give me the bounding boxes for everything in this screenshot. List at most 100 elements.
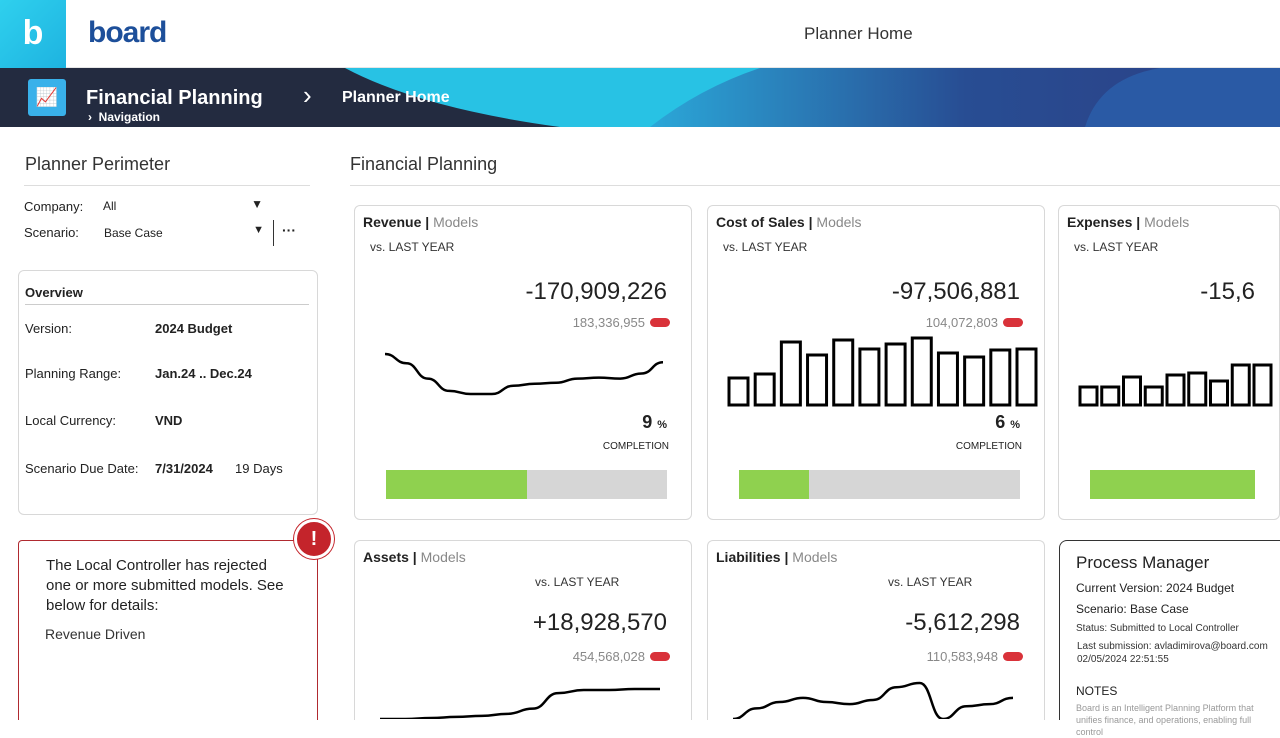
page-title: Planner Home — [804, 24, 913, 43]
company-label: Company: — [24, 199, 84, 214]
bar-mark — [1100, 385, 1121, 407]
bar-mark — [1230, 363, 1251, 407]
kpi-value: -97,506,881 — [891, 278, 1020, 305]
bar-mark — [1143, 385, 1164, 407]
sparkline-chart — [380, 687, 660, 719]
process-title: Process Manager — [1076, 553, 1210, 572]
currency-value: VND — [155, 413, 183, 428]
progress-fill — [739, 470, 810, 499]
navigation-link[interactable]: › Navigation — [88, 110, 160, 124]
completion-label: COMPLETION — [602, 441, 669, 452]
models-link[interactable]: Models — [420, 549, 466, 565]
completion-progress-bar — [739, 470, 1020, 499]
dropdown-arrow-icon: ▼ — [251, 197, 263, 211]
bar-mark — [910, 336, 933, 407]
comparison-label: vs. LAST YEAR — [723, 240, 808, 254]
bar-mark — [884, 342, 907, 407]
kpi-card-cost-of-sales[interactable]: Cost of Sales | Models vs. LAST YEAR -97… — [707, 205, 1045, 520]
progress-fill — [1090, 470, 1255, 499]
rejected-model-link[interactable]: Revenue Driven — [45, 626, 146, 642]
prior-year-value: 110,583,948 — [926, 649, 998, 664]
company-select[interactable]: All ▼ — [103, 197, 263, 213]
models-link[interactable]: Models — [792, 549, 838, 565]
variance-indicator — [650, 652, 670, 661]
models-link[interactable]: Models — [1144, 214, 1190, 230]
main-title: Financial Planning — [350, 154, 498, 174]
scenario-label: Scenario: — [24, 225, 79, 240]
completion-progress-bar — [1090, 470, 1255, 499]
kpi-value: -15,6 — [1200, 278, 1255, 305]
kpi-title: Expenses | Models — [1067, 214, 1190, 230]
bar-mark — [989, 348, 1012, 407]
progress-fill — [386, 470, 527, 499]
kpi-title: Liabilities | Models — [716, 549, 838, 565]
comparison-label: vs. LAST YEAR — [370, 240, 455, 254]
banner-decoration — [345, 68, 1280, 127]
completion-label: COMPLETION — [955, 441, 1022, 452]
chevron-right-icon: › — [303, 80, 312, 110]
completion-progress-bar — [386, 470, 667, 499]
sparkline-chart — [1078, 363, 1273, 407]
days-remaining: 19 Days — [235, 461, 283, 476]
kpi-card-liabilities[interactable]: Liabilities | Models vs. LAST YEAR -5,61… — [707, 540, 1045, 720]
range-value: Jan.24 .. Dec.24 — [155, 366, 252, 381]
bar-mark — [1252, 363, 1273, 407]
process-version: Current Version: 2024 Budget — [1076, 581, 1235, 595]
chevron-right-icon: › — [88, 110, 99, 124]
breadcrumb-current: Planner Home — [342, 89, 450, 106]
overview-title: Overview — [25, 285, 83, 300]
alert-message: The Local Controller has rejected one or… — [46, 557, 284, 614]
sparkline-chart — [732, 681, 1014, 719]
overview-card: Overview Version: 2024 Budget Planning R… — [18, 270, 318, 515]
comparison-label: vs. LAST YEAR — [1074, 240, 1159, 254]
process-scenario: Scenario: Base Case — [1076, 602, 1189, 616]
completion-percent: 9 % — [642, 412, 667, 432]
dropdown-arrow-icon: ▼ — [253, 224, 264, 236]
board-logo-icon[interactable]: b — [0, 0, 66, 68]
sparkline-chart — [727, 336, 1038, 407]
breadcrumb-app[interactable]: Financial Planning — [86, 87, 263, 109]
prior-year-value: 454,568,028 — [572, 649, 645, 664]
perimeter-title: Planner Perimeter — [25, 154, 171, 174]
series-line — [380, 687, 660, 719]
bar-mark — [753, 372, 776, 407]
bar-mark — [936, 351, 959, 407]
notes-text: Board is an Intelligent Planning Platfor… — [1076, 703, 1254, 737]
version-value: 2024 Budget — [155, 321, 233, 336]
models-link[interactable]: Models — [433, 214, 479, 230]
rejection-alert: The Local Controller has rejected one or… — [18, 540, 318, 720]
variance-indicator — [650, 318, 670, 327]
completion-percent: 6 % — [995, 412, 1020, 432]
process-status: Status: Submitted to Local Controller — [1076, 623, 1239, 634]
kpi-card-assets[interactable]: Assets | Models vs. LAST YEAR +18,928,57… — [354, 540, 692, 720]
due-date-label: Scenario Due Date: — [25, 461, 139, 476]
divider — [350, 185, 1280, 186]
bar-mark — [727, 376, 750, 407]
range-label: Planning Range: — [25, 366, 122, 381]
kpi-title: Revenue | Models — [363, 214, 479, 230]
scenario-select[interactable]: Base Case ▼ — [104, 224, 264, 240]
more-options-button[interactable]: ··· — [282, 222, 296, 238]
bar-mark — [1209, 379, 1229, 407]
kpi-card-revenue[interactable]: Revenue | Models vs. LAST YEAR -170,909,… — [354, 205, 692, 520]
variance-indicator — [1003, 318, 1023, 327]
prior-year-value: 104,072,803 — [925, 315, 998, 330]
bar-mark — [1165, 373, 1186, 407]
kpi-value: -5,612,298 — [905, 609, 1020, 636]
process-manager-card: Process Manager Current Version: 2024 Bu… — [1059, 540, 1280, 737]
due-date-value: 7/31/2024 — [155, 461, 213, 476]
chart-growth-icon[interactable]: 📈 — [28, 79, 66, 116]
divider — [25, 304, 309, 305]
models-link[interactable]: Models — [816, 214, 862, 230]
series-line — [732, 681, 1014, 719]
bar-mark — [832, 338, 855, 407]
comparison-label: vs. LAST YEAR — [888, 575, 973, 589]
bar-mark — [858, 347, 881, 407]
kpi-card-expenses[interactable]: Expenses | Models vs. LAST YEAR -15,6 — [1058, 205, 1280, 520]
brand-logo: board — [88, 16, 167, 49]
kpi-title: Assets | Models — [363, 549, 466, 565]
bar-mark — [963, 355, 986, 407]
bar-mark — [1078, 385, 1099, 407]
top-bar: b board Planner Home — [0, 0, 1280, 68]
divider — [273, 220, 274, 246]
